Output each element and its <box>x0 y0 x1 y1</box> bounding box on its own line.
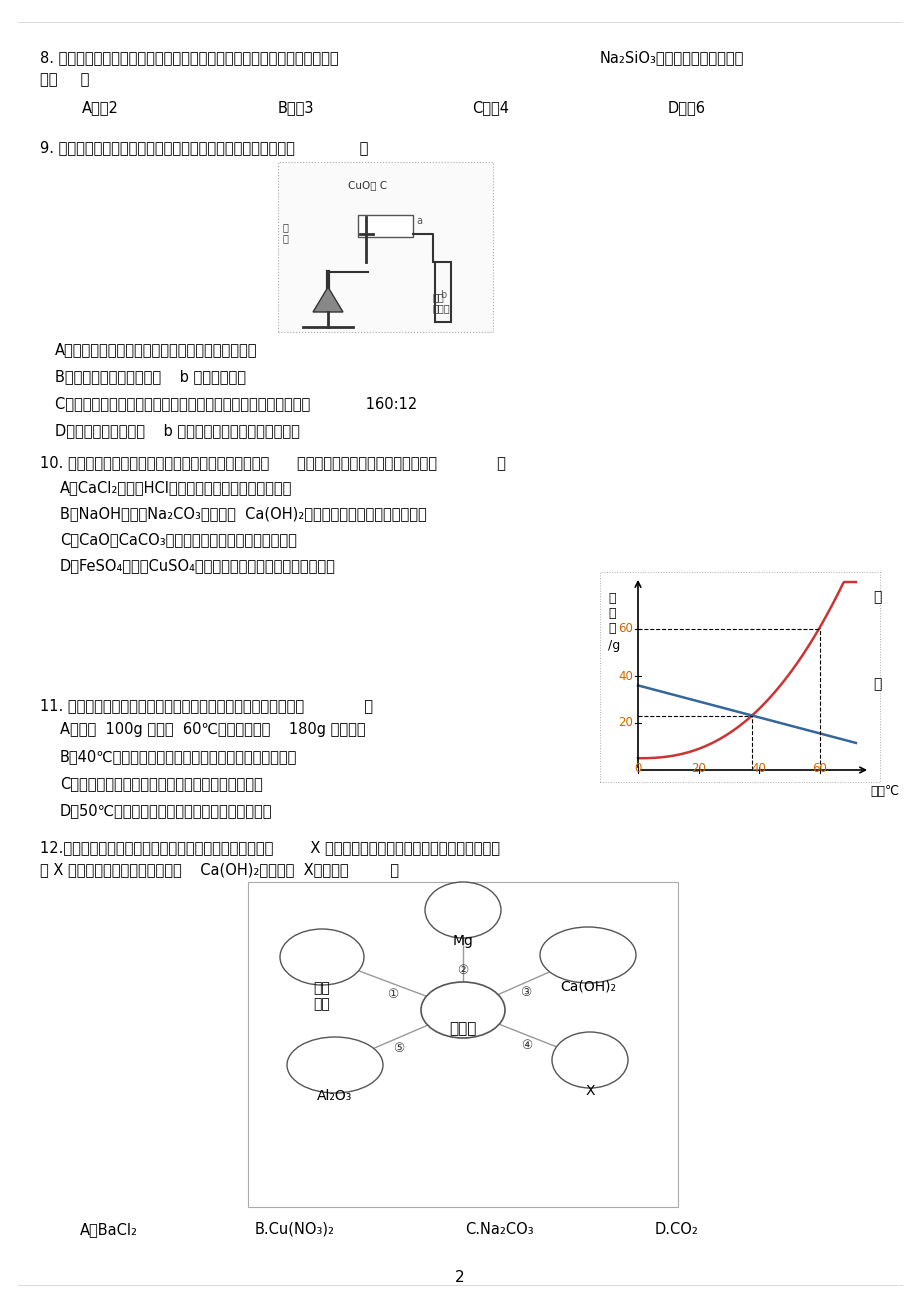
Text: D．50℃时，甲物质的溶解度大于乙物质的溶解度: D．50℃时，甲物质的溶解度大于乙物质的溶解度 <box>60 803 272 818</box>
Text: 2: 2 <box>455 1270 464 1285</box>
Text: ④: ④ <box>520 1039 531 1053</box>
Text: 40: 40 <box>751 762 766 775</box>
Text: 石灰
溶液: 石灰 溶液 <box>313 981 330 1011</box>
Text: 澄清
石灰水: 澄清 石灰水 <box>433 291 450 314</box>
Text: 若 X 溶液既能稀硫酸反应，又能跟    Ca(OH)₂反应，则  X可能是（         ）: 若 X 溶液既能稀硫酸反应，又能跟 Ca(OH)₂反应，则 X可能是（ ） <box>40 863 399 877</box>
Bar <box>278 163 493 332</box>
Text: D．＋6: D．＋6 <box>667 100 705 114</box>
Ellipse shape <box>539 928 635 984</box>
Text: D．实验结束后，先从    b 中移出导管，然后迅速夹紧胶管: D．实验结束后，先从 b 中移出导管，然后迅速夹紧胶管 <box>55 423 300 438</box>
Text: C．＋4: C．＋4 <box>471 100 508 114</box>
Text: X: X <box>584 1084 594 1098</box>
Ellipse shape <box>287 1037 382 1093</box>
Text: A．CaCl₂溶液（HCl）：加入过量碗酸馑粉末并过滤: A．CaCl₂溶液（HCl）：加入过量碗酸馑粉末并过滤 <box>60 480 292 494</box>
Text: C．升高温度可以将乙的饱和溶液转化为不饱和溶液: C．升高温度可以将乙的饱和溶液转化为不饱和溶液 <box>60 775 263 791</box>
Bar <box>357 215 413 237</box>
Bar <box>248 882 677 1207</box>
Text: 乙: 乙 <box>872 677 880 691</box>
Text: A．给酒精灯加网罩，目的是使火焊集中并提高温度: A．给酒精灯加网罩，目的是使火焊集中并提高温度 <box>55 342 257 356</box>
Text: 20: 20 <box>618 717 632 730</box>
Text: B．NaOH溶液（Na₂CO₃）：加入  Ca(OH)₂溶液至不再产生沉淠为止、过滤: B．NaOH溶液（Na₂CO₃）：加入 Ca(OH)₂溶液至不再产生沉淠为止、过… <box>60 506 426 520</box>
Bar <box>599 572 879 782</box>
Text: 0: 0 <box>633 762 641 775</box>
Text: ⑤: ⑤ <box>393 1042 404 1055</box>
Text: B．实验过程中，可观察到    b 中溶液变浑浓: B．实验过程中，可观察到 b 中溶液变浑浓 <box>55 369 245 384</box>
Text: b: b <box>439 290 446 301</box>
Text: B．＋3: B．＋3 <box>278 100 314 114</box>
Text: /g: /g <box>607 639 619 652</box>
Text: 9. 右图是木炭与氧化锱反应的实验装置图，下列说法错误的是（              ）: 9. 右图是木炭与氧化锱反应的实验装置图，下列说法错误的是（ ） <box>40 141 368 155</box>
Text: 60: 60 <box>811 762 826 775</box>
Ellipse shape <box>279 929 364 985</box>
Text: A．可用  100g 水配制  60℃时溶液质量为    180g 的甲溶液: A．可用 100g 水配制 60℃时溶液质量为 180g 的甲溶液 <box>60 722 365 736</box>
Text: 10. 要除去下列物质中的少量杂质（括号内物质为杂质）      ，下列实验方案设计中不合理的是（             ）: 10. 要除去下列物质中的少量杂质（括号内物质为杂质） ，下列实验方案设计中不合… <box>40 455 505 470</box>
Text: 甲: 甲 <box>872 589 880 604</box>
Text: a: a <box>415 216 422 226</box>
Text: C.Na₂CO₃: C.Na₂CO₃ <box>464 1222 533 1237</box>
Text: Mg: Mg <box>452 934 473 948</box>
Text: Na₂SiO₃，其中硅元素的化合价: Na₂SiO₃，其中硅元素的化合价 <box>599 49 743 65</box>
Text: A．＋2: A．＋2 <box>82 100 119 114</box>
Text: 40: 40 <box>618 670 632 683</box>
Text: 溶: 溶 <box>607 592 615 605</box>
Text: B.Cu(NO₃)₂: B.Cu(NO₃)₂ <box>255 1222 335 1237</box>
Text: 60: 60 <box>618 622 632 635</box>
Text: Al₂O₃: Al₂O₃ <box>317 1089 352 1103</box>
Text: C．为保证氧化锱被完全还原出来，氧化锱与木炭的质量比应该为            160:12: C．为保证氧化锱被完全还原出来，氧化锱与木炭的质量比应该为 160:12 <box>55 396 417 411</box>
Text: D．FeSO₄溶液（CuSO₄）：向溶液中加入稍过量鐵粉并过滤: D．FeSO₄溶液（CuSO₄）：向溶液中加入稍过量鐵粉并过滤 <box>60 558 335 572</box>
Text: 为（     ）: 为（ ） <box>40 72 89 87</box>
Text: ①: ① <box>387 987 398 1000</box>
Text: 温度℃: 温度℃ <box>869 785 898 798</box>
Text: C．CaO（CaCO₃）：加水溶解，过滤、洗涤、干燥: C．CaO（CaCO₃）：加水溶解，过滤、洗涤、干燥 <box>60 532 297 546</box>
Text: 12.下图以稀硫酸为例的反应关系体现酸的化学性质，其中        X 与图中所给物质的类别不同，结合此图回答：: 12.下图以稀硫酸为例的反应关系体现酸的化学性质，其中 X 与图中所给物质的类别… <box>40 840 499 855</box>
Polygon shape <box>312 288 343 312</box>
Text: B．40℃时，甲、乙两物质溶液的溶质质量分数一定相等: B．40℃时，甲、乙两物质溶液的溶质质量分数一定相等 <box>60 749 297 764</box>
Text: 11. 如图是甲、乙两种物质的溶解度曲线，则下列叙述正确的是（             ）: 11. 如图是甲、乙两种物质的溶解度曲线，则下列叙述正确的是（ ） <box>40 699 372 713</box>
Text: D.CO₂: D.CO₂ <box>654 1222 698 1237</box>
Text: ②: ② <box>457 964 468 977</box>
Text: 网
罩: 网 罩 <box>283 222 289 243</box>
Text: CuO， C: CuO， C <box>347 180 387 190</box>
Ellipse shape <box>425 882 501 938</box>
Text: 度: 度 <box>607 622 615 635</box>
Ellipse shape <box>421 982 505 1038</box>
Text: 8. 抗雪灾中，为使道路的积雪迅速融化，使用一种融雪剂硅酸鼠，化学式为: 8. 抗雪灾中，为使道路的积雪迅速融化，使用一种融雪剂硅酸鼠，化学式为 <box>40 49 338 65</box>
Text: 稀硫酸: 稀硫酸 <box>448 1021 476 1036</box>
Ellipse shape <box>551 1032 628 1088</box>
Text: 20: 20 <box>690 762 705 775</box>
Text: A．BaCl₂: A．BaCl₂ <box>80 1222 138 1237</box>
Text: 解: 解 <box>607 608 615 621</box>
Text: ③: ③ <box>519 986 530 999</box>
Text: Ca(OH)₂: Ca(OH)₂ <box>560 978 616 993</box>
